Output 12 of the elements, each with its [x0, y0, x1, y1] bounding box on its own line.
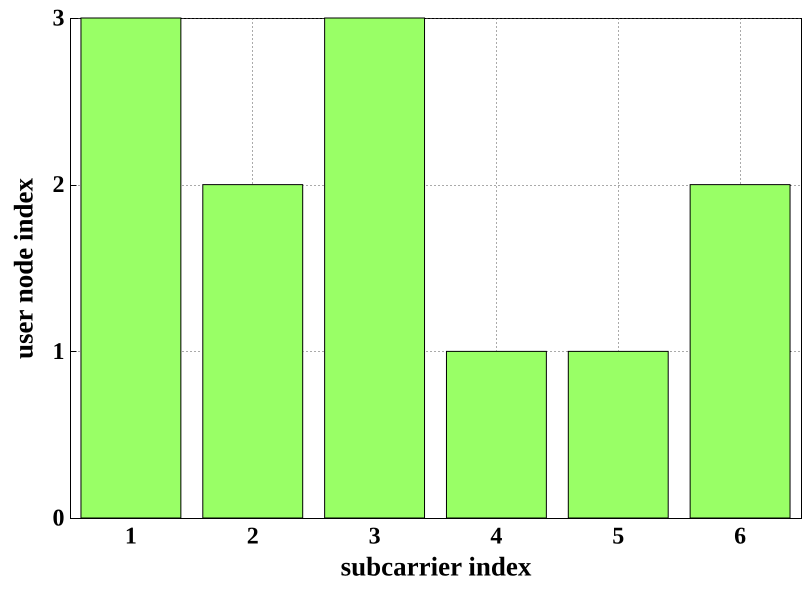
y-tick-label: 3	[52, 6, 64, 32]
x-tick-label: 1	[124, 524, 137, 550]
x-tick-label: 5	[612, 524, 624, 550]
y-tick-label: 0	[52, 506, 64, 532]
x-tick-label: 6	[734, 524, 746, 550]
y-tick-label: 2	[52, 172, 64, 198]
x-axis-title: subcarrier index	[340, 552, 532, 582]
y-axis-title: user node index	[8, 177, 38, 360]
x-tick-label: 3	[368, 524, 381, 550]
y-tick-label: 1	[52, 338, 64, 365]
x-tick-label: 2	[246, 524, 259, 550]
x-tick-label: 4	[490, 524, 502, 550]
